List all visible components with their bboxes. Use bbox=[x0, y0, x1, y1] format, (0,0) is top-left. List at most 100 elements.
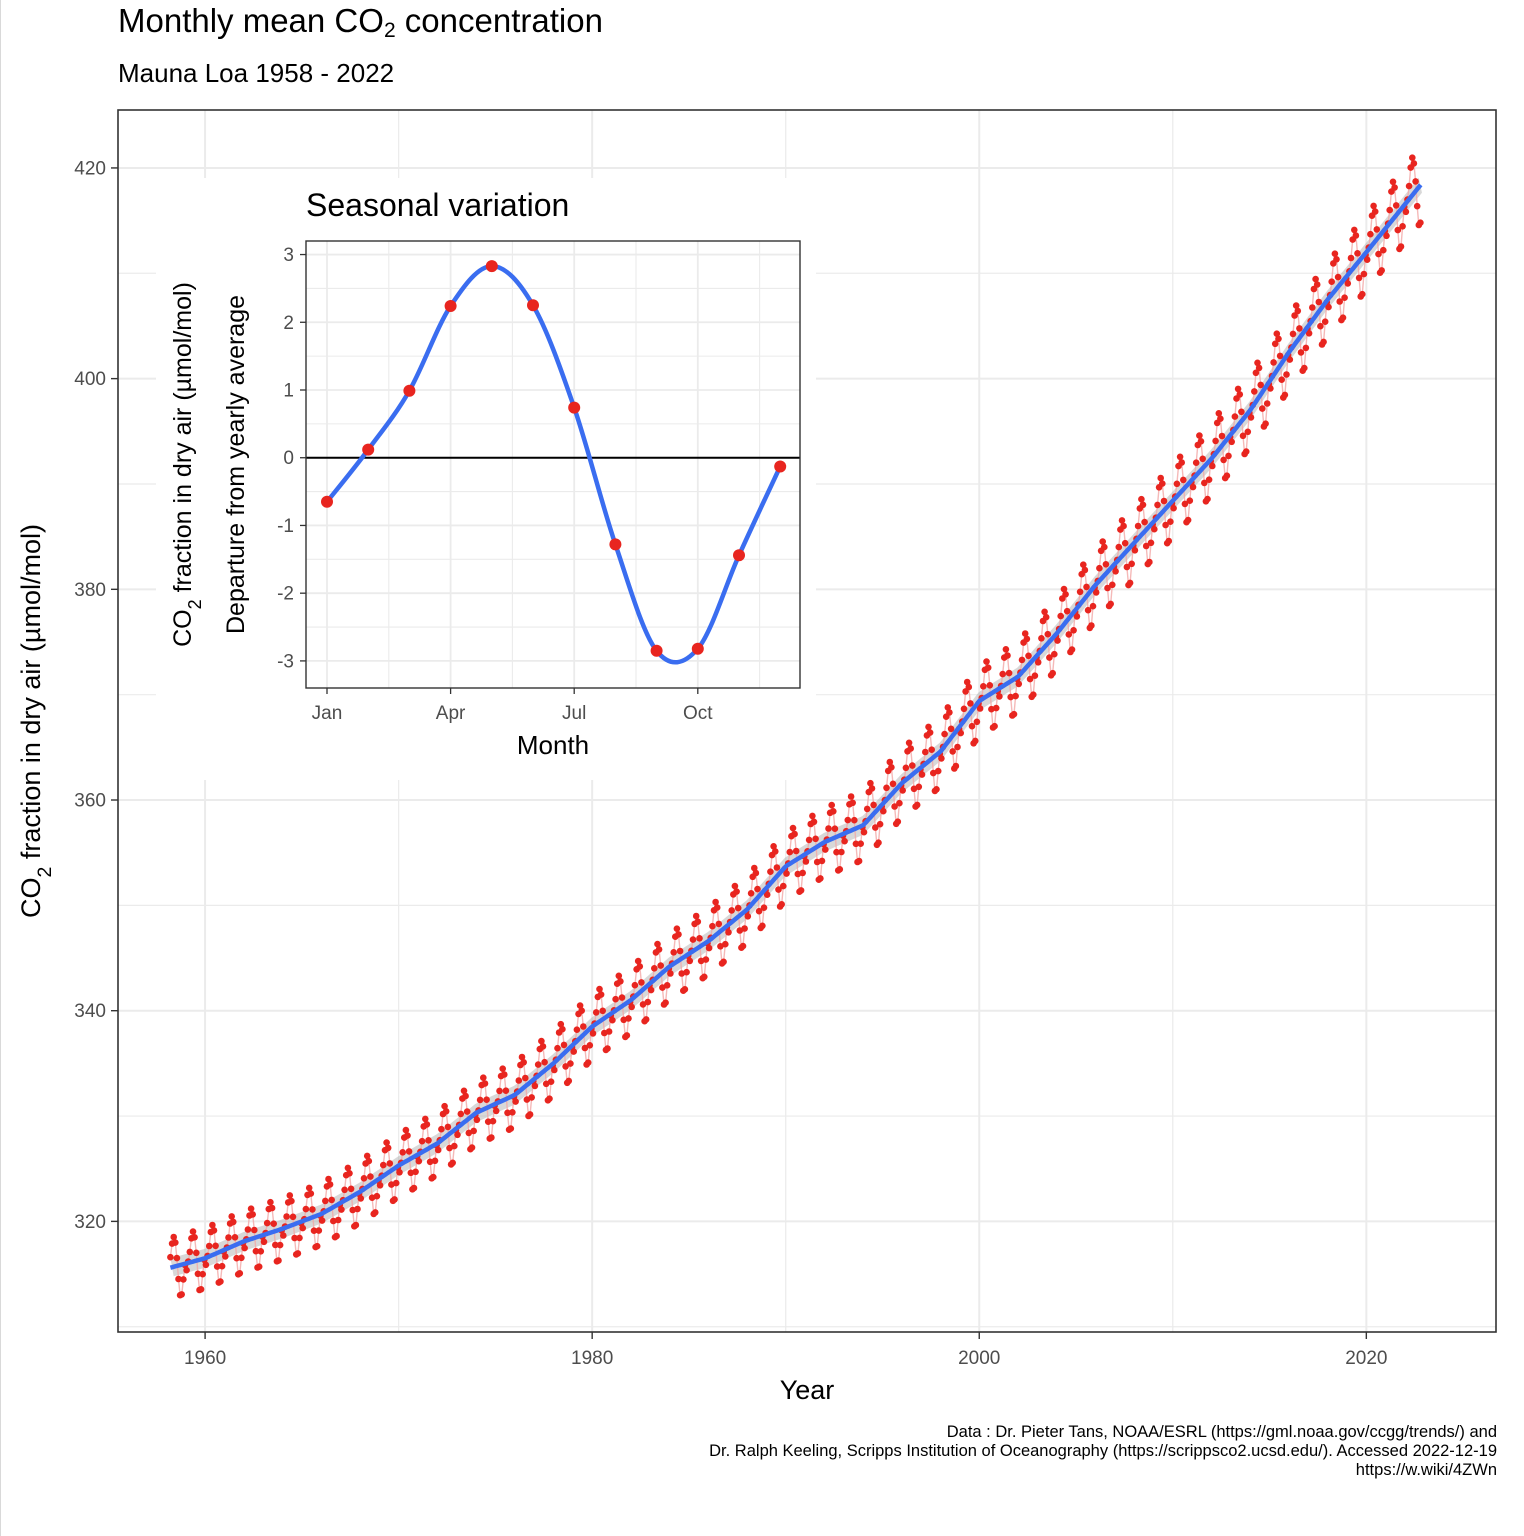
data-point bbox=[1173, 480, 1181, 488]
data-point bbox=[847, 793, 855, 800]
data-point bbox=[170, 1233, 177, 1241]
data-point bbox=[1062, 591, 1069, 598]
data-point bbox=[655, 946, 663, 953]
data-point bbox=[1167, 518, 1174, 525]
data-point bbox=[257, 1248, 265, 1255]
data-point bbox=[1180, 476, 1187, 484]
data-point bbox=[307, 1190, 315, 1197]
data-point bbox=[734, 904, 742, 912]
data-point bbox=[1315, 298, 1323, 306]
data-point bbox=[889, 780, 897, 788]
data-point bbox=[1131, 547, 1139, 554]
data-point bbox=[841, 837, 848, 845]
data-point bbox=[599, 1007, 606, 1015]
seasonal-point-jul bbox=[568, 401, 581, 414]
data-point bbox=[1051, 650, 1058, 658]
data-point bbox=[1271, 340, 1279, 348]
data-point bbox=[1394, 226, 1402, 234]
data-point bbox=[868, 785, 876, 792]
data-point bbox=[1352, 232, 1360, 239]
data-point bbox=[399, 1149, 407, 1156]
data-point bbox=[1239, 432, 1247, 440]
data-point bbox=[315, 1227, 323, 1234]
data-point bbox=[957, 729, 964, 737]
data-point bbox=[786, 848, 794, 856]
data-point bbox=[1397, 243, 1405, 250]
data-point bbox=[1146, 558, 1153, 566]
seasonal-point-jun bbox=[527, 299, 539, 312]
data-point bbox=[272, 1241, 279, 1249]
data-point bbox=[457, 1110, 465, 1118]
data-point bbox=[1410, 160, 1418, 167]
data-point bbox=[702, 956, 710, 963]
data-point bbox=[1159, 480, 1166, 487]
data-point bbox=[722, 940, 729, 948]
data-point bbox=[1321, 318, 1329, 326]
data-point bbox=[1380, 246, 1387, 254]
data-point bbox=[615, 972, 623, 980]
data-point bbox=[236, 1270, 244, 1277]
data-point bbox=[760, 904, 768, 911]
data-point bbox=[499, 1065, 507, 1072]
data-point bbox=[1031, 672, 1039, 679]
data-point bbox=[502, 1087, 510, 1094]
data-point bbox=[644, 998, 652, 1006]
inset-x-tick-label: Apr bbox=[436, 703, 466, 724]
data-point bbox=[631, 981, 639, 989]
data-point bbox=[230, 1218, 237, 1226]
data-point bbox=[1217, 415, 1224, 423]
data-point bbox=[686, 957, 694, 965]
data-point bbox=[747, 890, 755, 897]
data-point bbox=[1112, 568, 1119, 575]
data-point bbox=[763, 891, 771, 898]
data-point bbox=[194, 1270, 202, 1278]
data-point bbox=[694, 918, 702, 925]
data-point bbox=[175, 1275, 182, 1283]
data-point bbox=[851, 816, 858, 824]
caption-line[interactable]: https://w.wiki/4ZWn bbox=[1355, 1461, 1497, 1479]
data-point bbox=[810, 818, 818, 826]
data-point bbox=[310, 1227, 318, 1234]
data-point bbox=[860, 828, 868, 836]
data-point bbox=[326, 1181, 334, 1188]
data-point bbox=[1351, 226, 1358, 234]
data-point bbox=[481, 1080, 489, 1087]
data-point bbox=[1417, 219, 1424, 226]
data-point bbox=[822, 846, 829, 853]
frame-edge bbox=[0, 0, 1, 1536]
x-tick-label: 1960 bbox=[184, 1348, 226, 1369]
data-point bbox=[909, 762, 916, 769]
data-point bbox=[984, 664, 992, 671]
data-point bbox=[1309, 304, 1316, 311]
data-point bbox=[681, 986, 689, 993]
y-tick-label: 420 bbox=[74, 158, 106, 179]
data-point bbox=[189, 1228, 197, 1235]
data-point bbox=[280, 1232, 287, 1239]
data-point bbox=[968, 722, 976, 730]
data-point bbox=[247, 1205, 255, 1212]
data-point bbox=[213, 1263, 221, 1270]
data-point bbox=[1162, 521, 1169, 529]
data-point bbox=[1088, 622, 1095, 629]
data-point bbox=[725, 929, 732, 936]
data-point bbox=[857, 840, 864, 847]
data-point bbox=[178, 1291, 185, 1298]
data-point bbox=[1138, 495, 1145, 503]
inset-title: Seasonal variation bbox=[306, 187, 569, 223]
data-point bbox=[1096, 564, 1103, 572]
data-point bbox=[1289, 330, 1297, 338]
data-source-caption: Data : Dr. Pieter Tans, NOAA/ESRL (https… bbox=[709, 1423, 1497, 1480]
data-point bbox=[775, 886, 782, 893]
data-point bbox=[1225, 452, 1232, 460]
data-point bbox=[1070, 627, 1077, 634]
data-point bbox=[662, 999, 669, 1006]
data-point bbox=[426, 1158, 434, 1166]
data-point bbox=[1296, 325, 1303, 332]
data-point bbox=[755, 907, 763, 915]
data-point bbox=[217, 1278, 224, 1285]
data-point bbox=[512, 1098, 519, 1105]
data-point bbox=[584, 1059, 592, 1066]
data-point bbox=[372, 1209, 379, 1216]
data-point bbox=[228, 1213, 235, 1220]
data-point bbox=[1099, 538, 1106, 545]
